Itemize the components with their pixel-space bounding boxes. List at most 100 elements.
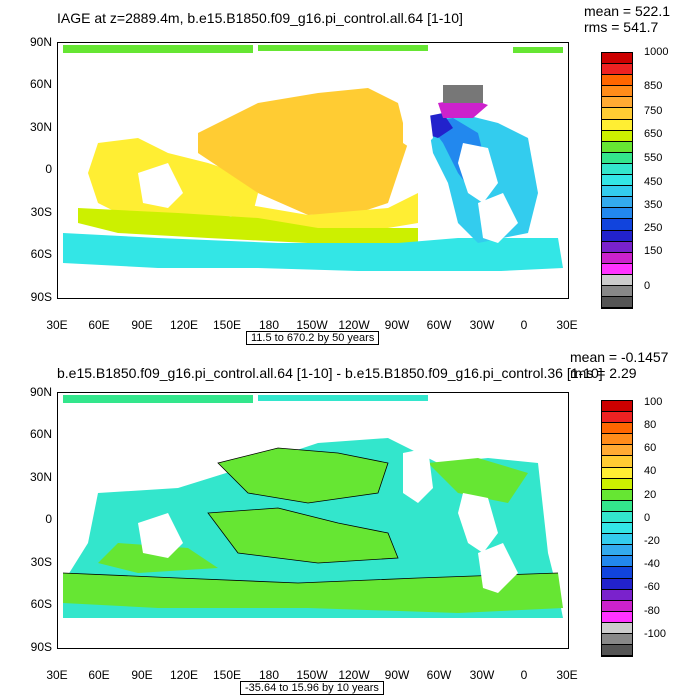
lat-label: 30S <box>30 555 52 569</box>
colorbar-swatch <box>602 186 632 198</box>
colorbar-swatch <box>602 434 632 446</box>
lat-label: 60N <box>29 77 52 91</box>
colorbar-swatch <box>602 567 632 579</box>
colorbar-swatch <box>602 500 632 512</box>
colorbar-swatch <box>602 467 632 479</box>
panel1-title: IAGE at z=2889.4m, b.e15.B1850.f09_g16.p… <box>57 10 463 26</box>
colorbar-label: 20 <box>644 489 657 501</box>
colorbar-label: 650 <box>644 128 663 140</box>
colorbar-label: 100 <box>644 396 663 408</box>
colorbar-label: 40 <box>644 465 657 477</box>
lat-label: 0 <box>45 162 52 176</box>
colorbar-swatch <box>602 108 632 120</box>
panel1-colorbar <box>601 52 633 310</box>
colorbar-swatch <box>602 163 632 176</box>
lon-label: 60E <box>88 318 110 332</box>
colorbar-label: 250 <box>644 222 663 234</box>
lon-label: 60W <box>426 318 452 332</box>
lon-label: 30W <box>469 668 495 682</box>
lon-label: 180 <box>258 668 280 682</box>
colorbar-swatch <box>602 219 632 231</box>
colorbar-swatch <box>602 445 632 457</box>
lon-label: 90E <box>131 318 153 332</box>
colorbar-swatch <box>602 645 632 657</box>
colorbar-swatch <box>602 152 632 164</box>
panel2-title: b.e15.B1850.f09_g16.pi_control.all.64 [1… <box>57 365 603 381</box>
colorbar-swatch <box>602 119 632 131</box>
lon-label: 60W <box>426 668 452 682</box>
lat-label: 60S <box>30 597 52 611</box>
lat-label: 60S <box>30 247 52 261</box>
lat-label: 90S <box>30 640 52 654</box>
colorbar-swatch <box>602 633 632 646</box>
lon-label: 90E <box>131 668 153 682</box>
colorbar-swatch <box>602 175 632 187</box>
colorbar-swatch <box>602 53 632 65</box>
colorbar-swatch <box>602 534 632 546</box>
colorbar-label: 450 <box>644 176 663 188</box>
colorbar-swatch <box>602 423 632 435</box>
colorbar-swatch <box>602 545 632 557</box>
colorbar-swatch <box>602 230 632 242</box>
lon-label: 30E <box>46 668 68 682</box>
lon-label: 0 <box>520 318 528 332</box>
lon-label: 150W <box>296 318 328 332</box>
colorbar-swatch <box>602 578 632 590</box>
panel2-range: -35.64 to 15.96 by 10 years <box>240 681 384 695</box>
panel1-rms: rms = 541.7 <box>584 19 659 35</box>
panel2-mean: mean = -0.1457 <box>570 349 669 365</box>
colorbar-label: 0 <box>644 280 651 292</box>
colorbar-swatch <box>602 401 632 413</box>
colorbar-swatch <box>602 489 632 501</box>
colorbar-swatch <box>602 611 632 623</box>
colorbar-label: 1000 <box>644 46 669 58</box>
colorbar-swatch <box>602 252 632 264</box>
colorbar-swatch <box>602 241 632 253</box>
panel2-rms: rms = 2.29 <box>570 365 637 381</box>
lon-label: 120E <box>169 318 199 332</box>
lon-label: 120W <box>338 318 370 332</box>
colorbar-label: 80 <box>644 419 657 431</box>
lon-label: 180 <box>258 318 280 332</box>
colorbar-swatch <box>602 297 632 309</box>
colorbar-swatch <box>602 412 632 424</box>
lon-label: 120E <box>169 668 199 682</box>
panel2-colorbar <box>601 400 633 658</box>
colorbar-label: 150 <box>644 245 663 257</box>
lon-label: 90W <box>384 668 410 682</box>
colorbar-swatch <box>602 600 632 612</box>
lon-label: 150W <box>296 668 328 682</box>
colorbar-swatch <box>602 556 632 568</box>
colorbar-swatch <box>602 208 632 220</box>
colorbar-label: -60 <box>644 581 660 593</box>
colorbar-swatch <box>602 75 632 87</box>
colorbar-label: 350 <box>644 199 663 211</box>
colorbar-swatch <box>602 511 632 524</box>
colorbar-swatch <box>602 130 632 142</box>
lat-label: 90S <box>30 290 52 304</box>
colorbar-swatch <box>602 141 632 153</box>
lon-label: 150E <box>212 318 242 332</box>
colorbar-label: 0 <box>644 512 651 524</box>
colorbar-swatch <box>602 456 632 468</box>
colorbar-swatch <box>602 97 632 109</box>
colorbar-label: 60 <box>644 442 657 454</box>
colorbar-swatch <box>602 523 632 535</box>
colorbar-swatch <box>602 274 632 286</box>
colorbar-label: 850 <box>644 80 663 92</box>
lon-label: 150E <box>212 668 242 682</box>
colorbar-swatch <box>602 478 632 490</box>
panel1-map <box>57 42 569 299</box>
lat-label: 30S <box>30 205 52 219</box>
colorbar-label: 550 <box>644 152 663 164</box>
lon-label: 0 <box>520 668 528 682</box>
panel2-map <box>57 392 569 649</box>
lon-label: 30W <box>469 318 495 332</box>
colorbar-swatch <box>602 589 632 601</box>
colorbar-label: -100 <box>644 628 667 640</box>
lon-label: 90W <box>384 318 410 332</box>
colorbar-swatch <box>602 64 632 76</box>
lat-label: 90N <box>29 35 52 49</box>
lat-label: 30N <box>29 120 52 134</box>
lon-label: 60E <box>88 668 110 682</box>
